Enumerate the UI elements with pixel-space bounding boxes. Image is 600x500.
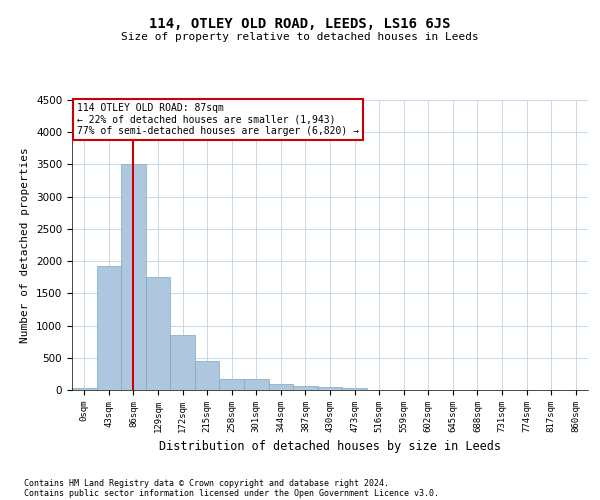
Bar: [146, 276, 170, 390]
Text: 114, OTLEY OLD ROAD, LEEDS, LS16 6JS: 114, OTLEY OLD ROAD, LEEDS, LS16 6JS: [149, 18, 451, 32]
Text: Contains public sector information licensed under the Open Government Licence v3: Contains public sector information licen…: [24, 488, 439, 498]
Bar: [195, 361, 220, 390]
Y-axis label: Number of detached properties: Number of detached properties: [20, 147, 31, 343]
Bar: [342, 388, 367, 390]
Bar: [97, 266, 121, 390]
Bar: [121, 164, 146, 390]
Text: Size of property relative to detached houses in Leeds: Size of property relative to detached ho…: [121, 32, 479, 42]
Text: 114 OTLEY OLD ROAD: 87sqm
← 22% of detached houses are smaller (1,943)
77% of se: 114 OTLEY OLD ROAD: 87sqm ← 22% of detac…: [77, 103, 359, 136]
Bar: [269, 384, 293, 390]
Bar: [244, 380, 269, 390]
Bar: [72, 388, 97, 390]
Bar: [318, 387, 342, 390]
Bar: [220, 379, 244, 390]
Bar: [170, 335, 195, 390]
Bar: [293, 386, 318, 390]
X-axis label: Distribution of detached houses by size in Leeds: Distribution of detached houses by size …: [159, 440, 501, 454]
Text: Contains HM Land Registry data © Crown copyright and database right 2024.: Contains HM Land Registry data © Crown c…: [24, 478, 389, 488]
